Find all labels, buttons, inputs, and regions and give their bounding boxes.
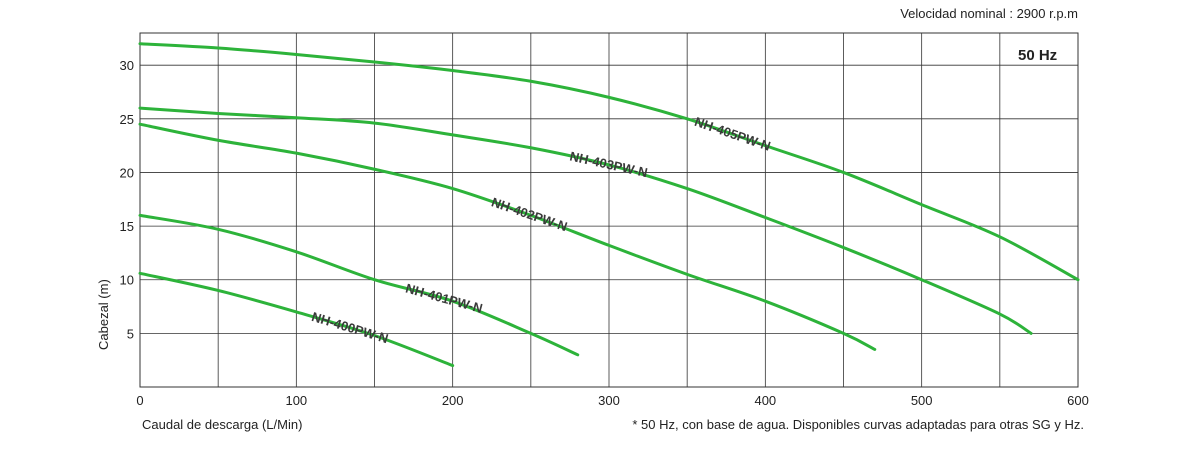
series-label-nh-402pw-n: NH-402PW-N xyxy=(489,194,569,234)
x-tick-label: 400 xyxy=(754,393,776,408)
x-tick-label: 100 xyxy=(285,393,307,408)
series-label-nh-400pw-n: NH-400PW-N xyxy=(310,309,390,346)
series-line-nh-402pw-n xyxy=(138,122,877,351)
frequency-badge: 50 Hz xyxy=(1018,47,1058,64)
x-tick-label: 500 xyxy=(911,393,933,408)
x-tick-label: 0 xyxy=(136,393,143,408)
series-line-nh-401pw-n xyxy=(138,213,580,357)
y-axis-label: Cabezal (m) xyxy=(96,279,111,350)
series-line-nh-405pw-n xyxy=(138,42,1080,282)
y-tick-label: 10 xyxy=(120,273,134,288)
x-tick-label: 600 xyxy=(1067,393,1089,408)
speed-label: Velocidad nominal : 2900 r.p.m xyxy=(900,6,1078,21)
x-axis-label: Caudal de descarga (L/Min) xyxy=(142,417,303,432)
series-line-nh-400pw-n xyxy=(138,271,455,368)
y-tick-label: 15 xyxy=(120,219,134,234)
y-tick-label: 25 xyxy=(120,112,134,127)
y-tick-label: 20 xyxy=(120,165,134,180)
x-tick-label: 300 xyxy=(598,393,620,408)
x-tick-label: 200 xyxy=(442,393,464,408)
y-tick-label: 30 xyxy=(120,58,134,73)
plot-frame xyxy=(139,32,1079,388)
footnote: * 50 Hz, con base de agua. Disponibles c… xyxy=(632,417,1084,432)
series-label-nh-401pw-n: NH-401PW-N xyxy=(404,281,484,316)
y-tick-label: 5 xyxy=(127,326,134,341)
series-label-nh-405pw-n: NH-405PW-N xyxy=(693,114,773,154)
series-line-nh-403pw-n xyxy=(138,106,1033,335)
